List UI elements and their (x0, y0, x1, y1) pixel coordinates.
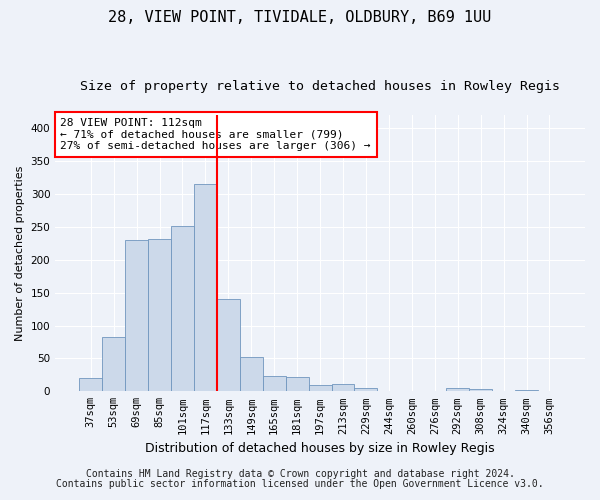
Text: 28 VIEW POINT: 112sqm
← 71% of detached houses are smaller (799)
27% of semi-det: 28 VIEW POINT: 112sqm ← 71% of detached … (61, 118, 371, 151)
Y-axis label: Number of detached properties: Number of detached properties (15, 166, 25, 341)
Text: Contains public sector information licensed under the Open Government Licence v3: Contains public sector information licen… (56, 479, 544, 489)
Bar (538, 390, 561, 392)
Bar (125, 240, 148, 392)
Bar (446, 388, 469, 392)
Bar (240, 357, 263, 392)
Bar (79, 378, 102, 392)
Text: 28, VIEW POINT, TIVIDALE, OLDBURY, B69 1UU: 28, VIEW POINT, TIVIDALE, OLDBURY, B69 1… (109, 10, 491, 25)
Bar (263, 376, 286, 392)
Bar (469, 390, 492, 392)
Bar (102, 338, 125, 392)
Bar (171, 226, 194, 392)
Bar (332, 384, 355, 392)
Bar (217, 299, 240, 392)
X-axis label: Distribution of detached houses by size in Rowley Regis: Distribution of detached houses by size … (145, 442, 495, 455)
Title: Size of property relative to detached houses in Rowley Regis: Size of property relative to detached ho… (80, 80, 560, 93)
Bar (194, 184, 217, 392)
Bar (308, 384, 332, 392)
Bar (515, 390, 538, 392)
Bar (286, 377, 308, 392)
Text: Contains HM Land Registry data © Crown copyright and database right 2024.: Contains HM Land Registry data © Crown c… (86, 469, 514, 479)
Bar (148, 238, 171, 392)
Bar (355, 388, 377, 392)
